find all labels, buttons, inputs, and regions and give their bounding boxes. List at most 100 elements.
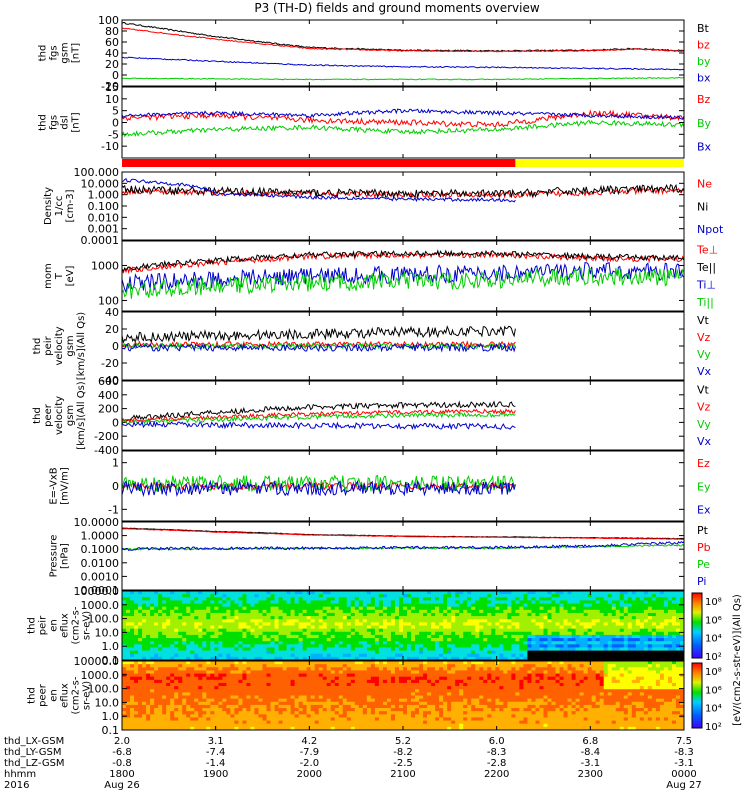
spectrogram-cell xyxy=(652,591,656,594)
spectrogram-cell xyxy=(198,661,202,664)
spectrogram-cell xyxy=(226,632,230,635)
spectrogram-cell xyxy=(162,721,166,724)
spectrogram-cell xyxy=(616,622,620,625)
spectrogram-cell xyxy=(535,622,539,625)
spectrogram-cell xyxy=(254,597,258,600)
spectrogram-cell xyxy=(275,604,279,607)
spectrogram-cell xyxy=(568,597,572,600)
spectrogram-cell xyxy=(379,594,383,597)
spectrogram-cell xyxy=(299,714,303,717)
spectrogram-cell xyxy=(568,607,572,610)
spectrogram-cell xyxy=(668,635,672,638)
spectrogram-cell xyxy=(295,591,299,594)
spectrogram-cell xyxy=(194,686,198,689)
spectrogram-cell xyxy=(174,641,178,644)
spectrogram-cell xyxy=(319,714,323,717)
spectrogram-cell xyxy=(467,638,471,641)
spectrogram-cell xyxy=(186,591,190,594)
spectrogram-cell xyxy=(343,600,347,603)
spectrogram-cell xyxy=(182,600,186,603)
spectrogram-cell xyxy=(295,604,299,607)
spectrogram-cell xyxy=(295,651,299,654)
spectrogram-cell xyxy=(166,717,170,720)
spectrogram-cell xyxy=(535,600,539,603)
spectrogram-cell xyxy=(463,607,467,610)
spectrogram-cell xyxy=(556,607,560,610)
spectrogram-cell xyxy=(411,613,415,616)
spectrogram-cell xyxy=(467,629,471,632)
spectrogram-cell xyxy=(535,638,539,641)
spectrogram-cell xyxy=(660,610,664,613)
spectrogram-cell xyxy=(527,594,531,597)
spectrogram-cell xyxy=(451,651,455,654)
spectrogram-cell xyxy=(507,616,511,619)
spectrogram-cell xyxy=(190,664,194,667)
spectrogram-cell xyxy=(351,661,355,664)
spectrogram-cell xyxy=(190,616,194,619)
spectrogram-cell xyxy=(387,638,391,641)
spectrogram-cell xyxy=(339,613,343,616)
spectrogram-cell xyxy=(507,594,511,597)
spectrogram-cell xyxy=(142,664,146,667)
spectrogram-cell xyxy=(507,632,511,635)
spectrogram-cell xyxy=(166,683,170,686)
spectrogram-cell xyxy=(258,600,262,603)
spectrogram-cell xyxy=(672,610,676,613)
spectrogram-cell xyxy=(323,696,327,699)
spectrogram-cell xyxy=(676,600,680,603)
spectrogram-cell xyxy=(142,686,146,689)
spectrogram-cell xyxy=(391,689,395,692)
spectrogram-cell xyxy=(242,692,246,695)
spectrogram-cell xyxy=(327,683,331,686)
spectrogram-cell xyxy=(616,613,620,616)
spectrogram-cell xyxy=(271,686,275,689)
spectrogram-cell xyxy=(275,616,279,619)
spectrogram-cell xyxy=(283,692,287,695)
spectrogram-cell xyxy=(556,622,560,625)
spectrogram-cell xyxy=(126,626,130,629)
spectrogram-cell xyxy=(254,714,258,717)
spectrogram-cell xyxy=(190,670,194,673)
spectrogram-cell xyxy=(383,667,387,670)
spectrogram-cell xyxy=(182,594,186,597)
spectrogram-cell xyxy=(399,641,403,644)
spectrogram-cell xyxy=(303,619,307,622)
spectrogram-cell xyxy=(560,613,564,616)
spectrogram-cell xyxy=(331,600,335,603)
spectrogram-cell xyxy=(190,724,194,727)
spectrogram-cell xyxy=(439,594,443,597)
spectrogram-cell xyxy=(620,610,624,613)
spectrogram-cell xyxy=(403,638,407,641)
spectrogram-cell xyxy=(519,626,523,629)
spectrogram-cell xyxy=(154,711,158,714)
spectrogram-cell xyxy=(226,724,230,727)
spectrogram-cell xyxy=(632,647,636,650)
spectrogram-cell xyxy=(383,680,387,683)
spectrogram-cell xyxy=(291,654,295,657)
spectrogram-cell xyxy=(459,644,463,647)
spectrogram-cell xyxy=(291,667,295,670)
spectrogram-cell xyxy=(523,600,527,603)
spectrogram-cell xyxy=(299,664,303,667)
spectrogram-cell xyxy=(299,638,303,641)
spectrogram-cell xyxy=(527,647,531,650)
spectrogram-cell xyxy=(419,644,423,647)
spectrogram-cell xyxy=(206,683,210,686)
spectrogram-cell xyxy=(503,622,507,625)
spectrogram-cell xyxy=(511,597,515,600)
spectrogram-cell xyxy=(246,711,250,714)
spectrogram-cell xyxy=(130,594,134,597)
spectrogram-cell xyxy=(652,619,656,622)
spectrogram-cell xyxy=(134,692,138,695)
spectrogram-cell xyxy=(170,591,174,594)
spectrogram-cell xyxy=(527,638,531,641)
spectrogram-cell xyxy=(250,613,254,616)
spectrogram-cell xyxy=(202,651,206,654)
spectrogram-cell xyxy=(576,626,580,629)
spectrogram-cell xyxy=(588,626,592,629)
spectrogram-cell xyxy=(258,641,262,644)
spectrogram-cell xyxy=(343,632,347,635)
spectrogram-cell xyxy=(483,635,487,638)
spectrogram-cell xyxy=(162,626,166,629)
spectrogram-cell xyxy=(620,635,624,638)
